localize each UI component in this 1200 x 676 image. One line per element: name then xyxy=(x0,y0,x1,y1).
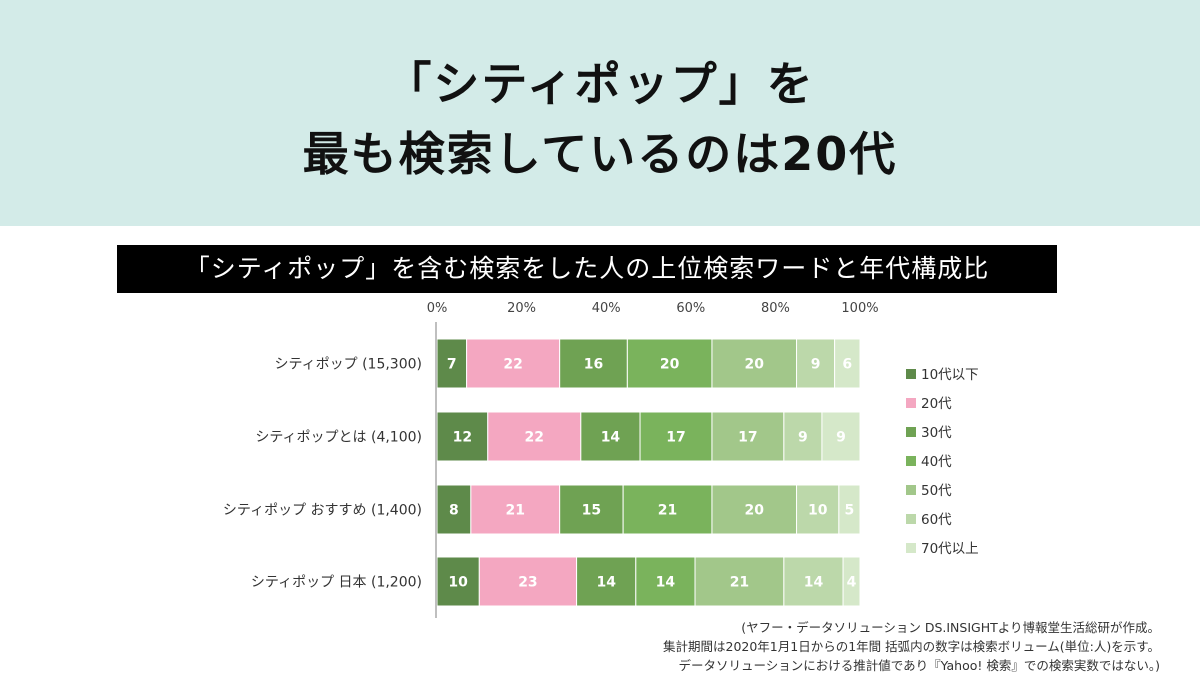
legend-swatch xyxy=(906,427,916,437)
data-label: 23 xyxy=(518,575,537,591)
bar-segment xyxy=(842,556,861,607)
bar-segment xyxy=(635,556,696,607)
bar-segment xyxy=(622,484,713,535)
legend-swatch xyxy=(906,514,916,524)
bar-segment xyxy=(436,556,480,607)
chart-title: 「シティポップ」を含む検索をした人の上位検索ワードと年代構成比 xyxy=(117,245,1057,293)
data-label: 14 xyxy=(601,430,621,446)
data-label: 16 xyxy=(584,357,603,373)
data-label: 21 xyxy=(506,503,525,519)
bar-segment xyxy=(559,484,624,535)
bar-segment xyxy=(796,338,836,389)
x-tick-label: 60% xyxy=(676,301,705,316)
x-tick-label: 100% xyxy=(841,301,878,316)
data-label: 14 xyxy=(596,575,616,591)
data-label: 21 xyxy=(658,503,677,519)
category-label: シティポップ 日本 (1,200) xyxy=(251,575,422,591)
data-label: 22 xyxy=(503,357,522,373)
bar-segment xyxy=(487,411,582,462)
bar-segment xyxy=(796,484,840,535)
data-label: 17 xyxy=(738,430,757,446)
bar-segment xyxy=(559,338,628,389)
legend-label: 10代以下 xyxy=(921,367,979,383)
x-tick-label: 20% xyxy=(507,301,536,316)
bar-segment xyxy=(436,411,489,462)
header-banner: 「シティポップ」を 最も検索しているのは20代 xyxy=(0,0,1200,226)
bar-segment xyxy=(576,556,637,607)
data-label: 10 xyxy=(808,503,828,519)
data-label: 20 xyxy=(660,357,680,373)
page-title-line2: 最も検索しているのは20代 xyxy=(302,127,898,181)
data-label: 20 xyxy=(745,503,765,519)
data-label: 8 xyxy=(449,503,459,519)
bar-segment xyxy=(711,484,798,535)
data-label: 9 xyxy=(798,430,808,446)
category-label: シティポップ (15,300) xyxy=(274,357,422,373)
bar-segment xyxy=(711,411,785,462)
bar-segment xyxy=(783,556,844,607)
bar-segment xyxy=(639,411,713,462)
legend-label: 30代 xyxy=(921,425,952,441)
legend-swatch xyxy=(906,398,916,408)
source-line3: データソリューションにおける推計値であり『Yahoo! 検索』での検索実数ではな… xyxy=(678,658,1160,673)
data-label: 15 xyxy=(582,503,601,519)
source-line1: (ヤフー・データソリューション DS.INSIGHTより博報堂生活総研が作成。 xyxy=(741,620,1160,635)
legend-swatch xyxy=(906,369,916,379)
data-label: 17 xyxy=(666,430,685,446)
data-label: 14 xyxy=(656,575,676,591)
legend-label: 60代 xyxy=(921,512,952,528)
source-note: (ヤフー・データソリューション DS.INSIGHTより博報堂生活総研が作成。 … xyxy=(663,618,1160,675)
data-label: 7 xyxy=(447,357,457,373)
legend-label: 40代 xyxy=(921,454,952,470)
bar-segment xyxy=(783,411,823,462)
bar-segment xyxy=(478,556,578,607)
data-label: 5 xyxy=(845,503,855,519)
category-label: シティポップとは (4,100) xyxy=(255,430,422,446)
legend-label: 50代 xyxy=(921,483,952,499)
data-label: 21 xyxy=(730,575,749,591)
data-label: 6 xyxy=(842,357,852,373)
page-title-line1: 「シティポップ」を xyxy=(385,57,815,111)
x-tick-label: 0% xyxy=(427,301,448,316)
data-label: 22 xyxy=(525,430,544,446)
data-label: 14 xyxy=(804,575,824,591)
data-label: 4 xyxy=(847,575,857,591)
legend-swatch xyxy=(906,456,916,466)
bar-segment xyxy=(626,338,713,389)
category-label: シティポップ おすすめ (1,400) xyxy=(223,503,422,519)
legend-label: 70代以上 xyxy=(921,541,979,557)
bar-segment xyxy=(694,556,785,607)
bar-segment xyxy=(834,338,861,389)
x-tick-label: 80% xyxy=(761,301,790,316)
legend-swatch xyxy=(906,485,916,495)
data-label: 12 xyxy=(453,430,472,446)
legend-label: 20代 xyxy=(921,396,952,412)
source-line2: 集計期間は2020年1月1日からの1年間 括弧内の数字は検索ボリューム(単位:人… xyxy=(663,639,1160,654)
bar-segment xyxy=(711,338,798,389)
data-label: 20 xyxy=(745,357,765,373)
legend-swatch xyxy=(906,543,916,553)
data-label: 9 xyxy=(811,357,821,373)
data-label: 9 xyxy=(836,430,846,446)
data-label: 10 xyxy=(448,575,468,591)
bar-segment xyxy=(821,411,861,462)
x-tick-label: 40% xyxy=(592,301,621,316)
bar-segment xyxy=(838,484,861,535)
